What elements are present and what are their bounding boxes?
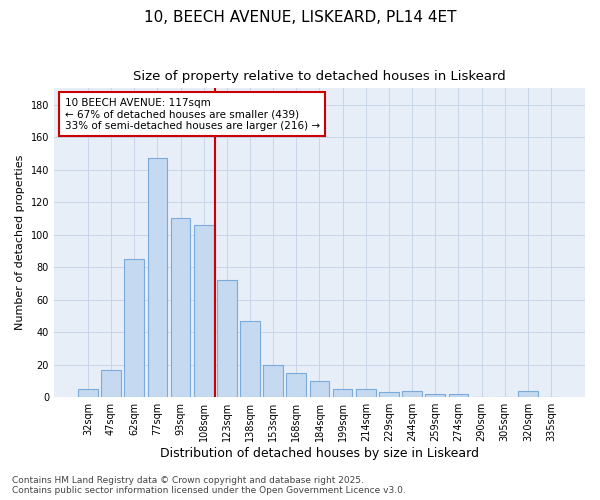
Text: Contains HM Land Registry data © Crown copyright and database right 2025.
Contai: Contains HM Land Registry data © Crown c… bbox=[12, 476, 406, 495]
Bar bbox=[356, 389, 376, 397]
Title: Size of property relative to detached houses in Liskeard: Size of property relative to detached ho… bbox=[133, 70, 506, 83]
Bar bbox=[379, 392, 399, 397]
Bar bbox=[217, 280, 236, 397]
Bar bbox=[310, 381, 329, 397]
Bar bbox=[449, 394, 468, 397]
Text: 10 BEECH AVENUE: 117sqm
← 67% of detached houses are smaller (439)
33% of semi-d: 10 BEECH AVENUE: 117sqm ← 67% of detache… bbox=[65, 98, 320, 131]
Bar bbox=[78, 389, 98, 397]
Bar bbox=[518, 390, 538, 397]
Bar bbox=[124, 259, 144, 397]
Bar bbox=[101, 370, 121, 397]
Text: 10, BEECH AVENUE, LISKEARD, PL14 4ET: 10, BEECH AVENUE, LISKEARD, PL14 4ET bbox=[144, 10, 456, 25]
Bar bbox=[286, 373, 306, 397]
Y-axis label: Number of detached properties: Number of detached properties bbox=[15, 155, 25, 330]
Bar bbox=[194, 225, 214, 397]
Bar bbox=[263, 364, 283, 397]
Bar bbox=[333, 389, 352, 397]
Bar bbox=[402, 390, 422, 397]
Bar bbox=[425, 394, 445, 397]
Bar bbox=[148, 158, 167, 397]
X-axis label: Distribution of detached houses by size in Liskeard: Distribution of detached houses by size … bbox=[160, 447, 479, 460]
Bar bbox=[170, 218, 190, 397]
Bar bbox=[240, 321, 260, 397]
